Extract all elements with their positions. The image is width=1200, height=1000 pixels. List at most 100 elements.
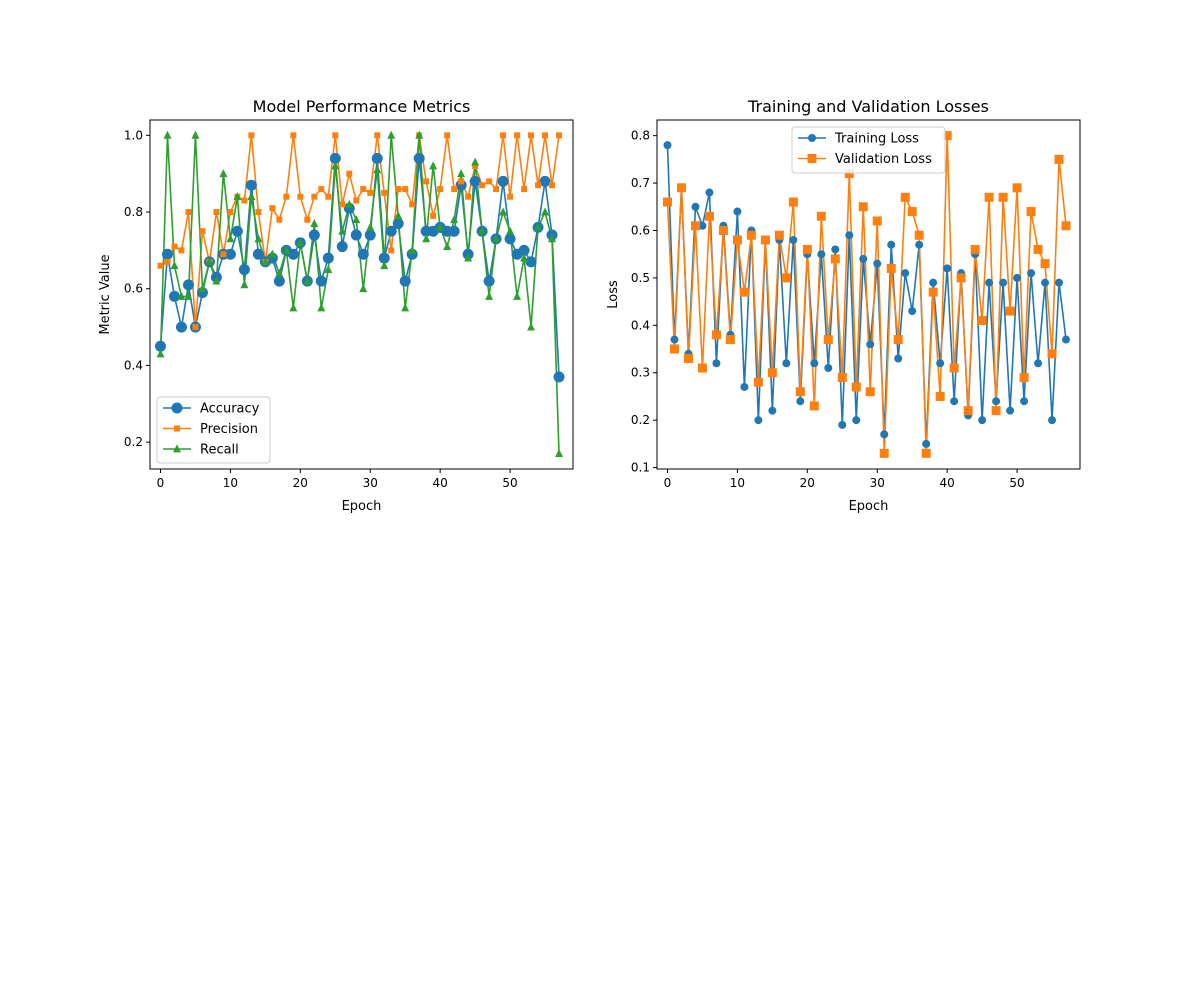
accuracy-point xyxy=(399,275,411,287)
recall-point xyxy=(247,192,256,201)
recall-point xyxy=(471,157,480,166)
training-loss-point xyxy=(691,202,700,211)
accuracy-point xyxy=(350,229,362,241)
recall-point xyxy=(184,291,193,300)
validation-loss-point xyxy=(963,406,973,416)
y-tick-label: 0.2 xyxy=(124,435,143,449)
precision-point xyxy=(479,182,486,189)
x-axis-label: Epoch xyxy=(849,499,889,514)
validation-loss-point xyxy=(1012,183,1022,193)
validation-loss-point xyxy=(746,230,756,240)
recall-point xyxy=(268,249,277,258)
accuracy-point xyxy=(329,152,341,164)
recall-point xyxy=(198,284,207,293)
training-loss-point xyxy=(978,416,987,425)
recall-point xyxy=(282,245,291,254)
training-loss-point xyxy=(670,335,679,344)
recall-point xyxy=(359,284,368,293)
training-loss-point xyxy=(1048,416,1057,425)
validation-loss-point xyxy=(991,406,1001,416)
precision-point xyxy=(241,197,248,204)
recall-point xyxy=(457,169,466,178)
recall-point xyxy=(310,218,319,227)
x-tick-label: 10 xyxy=(730,476,745,490)
training-loss-point xyxy=(831,245,840,254)
validation-loss-point xyxy=(725,335,735,345)
recall-point xyxy=(324,264,333,273)
validation-loss-point xyxy=(935,391,945,401)
precision-point xyxy=(192,324,199,331)
precision-point xyxy=(472,163,479,170)
precision-point xyxy=(318,186,325,193)
accuracy-point xyxy=(371,152,383,164)
recall-point xyxy=(534,222,543,231)
precision-point xyxy=(325,193,332,200)
y-axis-ticks: 0.2 0.4 0.6 0.8 1.0 xyxy=(124,128,150,449)
precision-legend-marker xyxy=(174,425,180,432)
training-loss-point xyxy=(733,207,742,216)
recall-point xyxy=(345,199,354,208)
precision-point xyxy=(542,132,549,139)
precision-point xyxy=(493,186,500,193)
validation-loss-point xyxy=(732,235,742,245)
legend: Training Loss Validation Loss xyxy=(791,126,946,174)
accuracy-point xyxy=(224,248,236,260)
y-tick-label: 0.4 xyxy=(631,318,650,332)
validation-loss-point xyxy=(956,273,966,283)
validation-loss-point xyxy=(900,192,910,202)
precision-point xyxy=(465,193,472,200)
validation-loss-point xyxy=(977,316,987,326)
x-tick-label: 40 xyxy=(433,476,448,490)
validation-loss-point xyxy=(662,197,672,207)
training-loss-point xyxy=(1006,406,1015,415)
validation-loss-point xyxy=(1047,349,1057,359)
validation-loss-point xyxy=(949,363,959,373)
precision-point xyxy=(283,193,290,200)
training-loss-point xyxy=(880,430,889,439)
precision-point xyxy=(507,193,514,200)
precision-point xyxy=(500,132,507,139)
accuracy-point xyxy=(518,244,530,256)
training-loss-point xyxy=(838,420,847,429)
precision-point xyxy=(304,216,311,223)
training-loss-legend-marker xyxy=(808,134,816,142)
y-tick-label: 0.6 xyxy=(124,282,143,296)
training-loss-point xyxy=(1062,335,1071,344)
series-markers xyxy=(154,130,565,458)
validation-loss-point xyxy=(788,197,798,207)
precision-point xyxy=(423,178,430,185)
precision-point xyxy=(290,132,297,139)
recall-point xyxy=(380,261,389,270)
accuracy-point xyxy=(168,290,180,302)
training-loss-point xyxy=(1055,278,1064,287)
training-loss-point xyxy=(852,416,861,425)
precision-point xyxy=(444,132,451,139)
recall-point xyxy=(548,234,557,243)
accuracy-point xyxy=(154,340,166,352)
recall-point xyxy=(478,226,487,235)
precision-point xyxy=(521,186,528,193)
recall-point xyxy=(191,130,200,139)
training-loss-point xyxy=(1034,359,1043,368)
recall-point xyxy=(520,253,529,262)
training-loss-point xyxy=(922,439,931,448)
precision-point xyxy=(388,247,395,254)
recall-legend-label: Recall xyxy=(200,443,239,458)
validation-loss-point xyxy=(697,363,707,373)
validation-loss-point xyxy=(795,387,805,397)
precision-point xyxy=(381,189,388,196)
accuracy-point xyxy=(553,371,565,383)
y-tick-label: 0.6 xyxy=(631,223,650,237)
validation-loss-point xyxy=(711,330,721,340)
recall-point xyxy=(373,165,382,174)
training-loss-point xyxy=(936,359,945,368)
training-loss-point xyxy=(810,359,819,368)
recall-point xyxy=(408,245,417,254)
precision-point xyxy=(514,132,521,139)
recall-point xyxy=(177,291,186,300)
validation-loss-point xyxy=(690,221,700,231)
recall-point xyxy=(555,449,564,458)
precision-point xyxy=(255,209,262,216)
training-loss-point xyxy=(740,382,749,391)
